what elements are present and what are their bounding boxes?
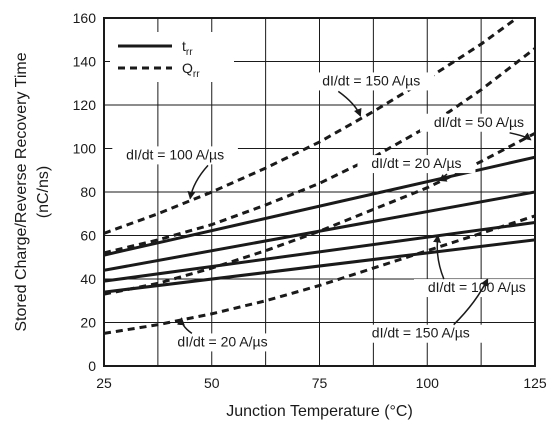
tick-labels: 25 50 75 100 125 0 20 40 60 80 100 120 140 160 xyxy=(73,10,547,391)
plot-frame xyxy=(103,17,536,367)
y-tick-label: 60 xyxy=(80,228,96,244)
y-tick-label: 140 xyxy=(73,54,97,70)
annotation-label: dI/dt = 20 A/µs xyxy=(371,155,461,171)
y-tick-label: 100 xyxy=(73,141,97,157)
annotation-label: dI/dt = 150 A/µs xyxy=(322,72,420,88)
x-tick-label: 75 xyxy=(312,375,328,391)
x-tick-label: 125 xyxy=(523,375,547,391)
annotation-arrow xyxy=(438,173,448,182)
annotation-bg xyxy=(308,72,435,91)
annotation-bg xyxy=(112,146,238,165)
y-tick-label: 40 xyxy=(80,271,96,287)
x-tick-label: 25 xyxy=(96,375,112,391)
legend-box xyxy=(110,32,234,82)
y-axis-unit-label: (nC/ns) xyxy=(35,166,52,218)
annotation-arrow xyxy=(187,164,209,200)
annotation-label: dI/dt = 50 A/µs xyxy=(434,114,524,130)
annotation-label: dI/dt = 20 A/µs xyxy=(177,333,267,349)
annotation-arrow xyxy=(433,234,445,280)
x-tick-label: 100 xyxy=(416,375,440,391)
qrr-series-line xyxy=(104,47,535,255)
x-axis-label: Junction Temperature (°C) xyxy=(226,403,413,420)
annotations: dI/dt = 150 A/µs dI/dt = 50 A/µs dI/dt = 1… xyxy=(112,72,540,352)
y-tick-label: 120 xyxy=(73,97,97,113)
y-tick-label: 0 xyxy=(88,358,96,374)
annotation-arrow xyxy=(176,317,193,335)
legend-label: trr xyxy=(182,38,193,58)
trr-series-line xyxy=(104,190,535,272)
annotation-arrow xyxy=(509,132,532,141)
trr-series-line xyxy=(104,155,535,257)
qrr-series-line xyxy=(104,18,520,235)
annotation-bg xyxy=(163,333,282,352)
annotation-arrow xyxy=(453,278,489,326)
annotation-label: dI/dt = 100 A/µs xyxy=(126,146,224,162)
qrr-series-line xyxy=(104,131,535,296)
annotation-label: dI/dt = 150 A/µs xyxy=(372,325,470,341)
y-tick-label: 80 xyxy=(80,184,96,200)
y-axis-label: Stored Charge/Reverse Recovery Time xyxy=(13,52,30,331)
annotation-bg xyxy=(414,279,540,298)
annotation-label: dI/dt = 100 A/µs xyxy=(428,279,526,295)
annotation-arrow xyxy=(337,90,362,117)
annotation-bg xyxy=(357,155,476,174)
trr-series-line xyxy=(104,221,535,283)
y-tick-label: 160 xyxy=(73,10,97,26)
y-tick-label: 20 xyxy=(80,315,96,331)
legend-label-subscript: rr xyxy=(186,47,193,58)
annotation-bg xyxy=(419,113,538,132)
series-group xyxy=(104,18,535,335)
x-tick-label: 50 xyxy=(204,375,220,391)
qrr-series-line xyxy=(104,214,535,335)
trr-series-line xyxy=(104,238,535,294)
legend-label-subscript: rr xyxy=(193,69,200,80)
annotation-bg xyxy=(357,324,484,343)
